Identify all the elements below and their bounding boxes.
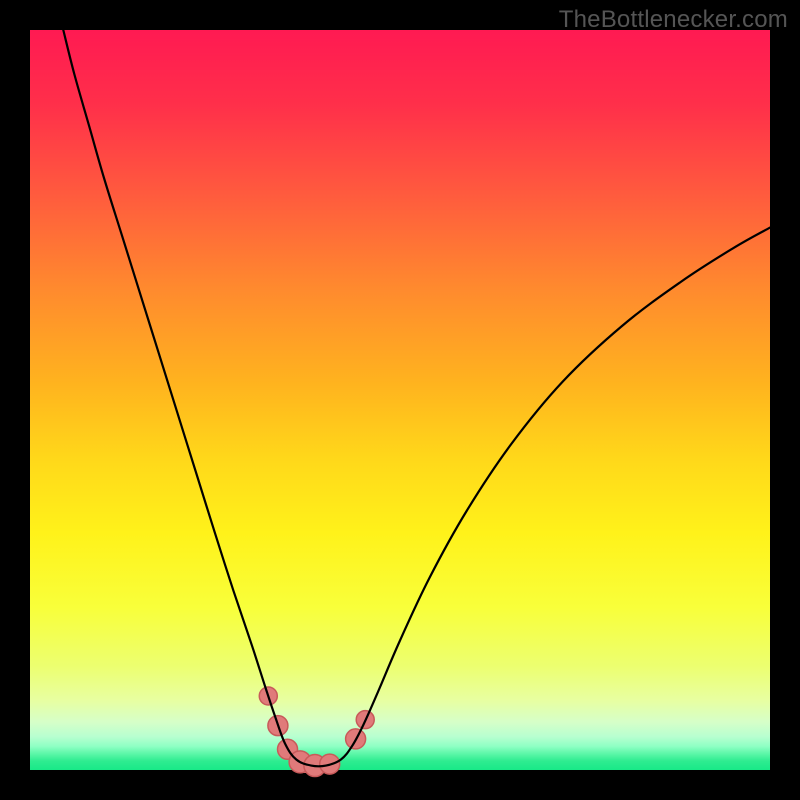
v-curve xyxy=(63,30,770,766)
plot-area xyxy=(30,30,770,770)
chart-stage: TheBottlenecker.com xyxy=(0,0,800,800)
curve-markers xyxy=(259,687,374,777)
curve-layer xyxy=(30,30,770,770)
